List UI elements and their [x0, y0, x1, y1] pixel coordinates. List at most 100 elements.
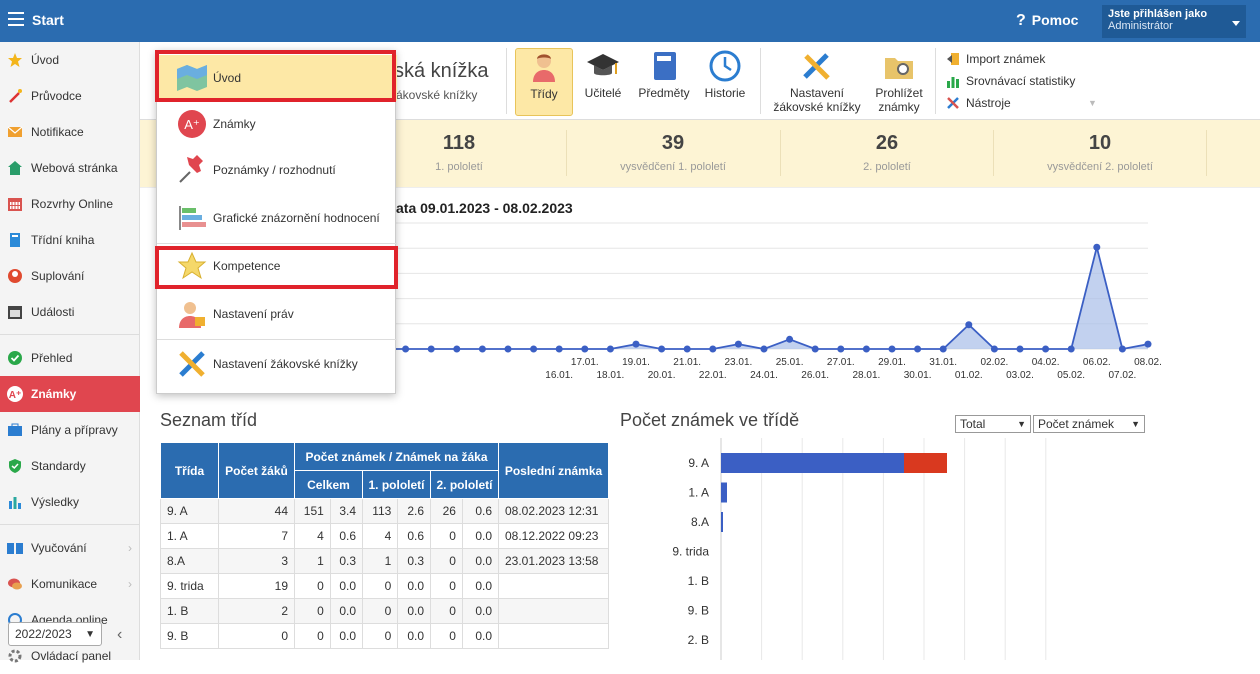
data-point[interactable] [530, 345, 538, 353]
sidebar-item-plany[interactable]: Plány a přípravy [0, 412, 140, 448]
data-point[interactable] [862, 345, 870, 353]
stat-4: 10 vysvědčení 2. pololetí [995, 132, 1205, 173]
data-point[interactable] [939, 345, 947, 353]
data-point[interactable] [1118, 345, 1126, 353]
sidebar-item-label: Ovládací panel [31, 649, 112, 663]
data-point[interactable] [632, 340, 640, 348]
table-row[interactable]: 1. A 7 4 0.6 4 0.6 0 0.0 08.12.2022 09:23 [160, 523, 609, 549]
sidebar-item-pruvodce[interactable]: Průvodce [0, 78, 140, 114]
data-point[interactable] [658, 345, 666, 353]
data-point[interactable] [453, 345, 461, 353]
data-point[interactable] [990, 345, 998, 353]
data-point[interactable] [786, 335, 794, 343]
settings-button[interactable]: Nastavení žákovské knížky [770, 48, 864, 116]
data-point[interactable] [581, 345, 589, 353]
menu-icon[interactable] [8, 12, 24, 26]
table-cell: 08.02.2023 12:31 [498, 498, 609, 524]
x-tick-label: 06.02. [1083, 357, 1111, 368]
table-cell: 0.0 [397, 573, 431, 599]
col-header-total[interactable]: Celkem [294, 470, 363, 499]
teachers-button[interactable]: Učitelé [580, 48, 626, 116]
data-point[interactable] [709, 345, 717, 353]
table-cell: 19 [218, 573, 295, 599]
menu-item-znamky[interactable]: A⁺ Známky [157, 101, 397, 147]
chevron-down-icon: ▼ [85, 629, 95, 640]
bar[interactable] [721, 453, 904, 473]
sidebar-item-suplovani[interactable]: Suplování [0, 258, 140, 294]
sidebar-item-znamky[interactable]: A⁺ Známky [0, 376, 140, 412]
data-point[interactable] [965, 321, 973, 329]
table-row[interactable]: 1. B 2 0 0.0 0 0.0 0 0.0 [160, 598, 609, 624]
table-cell: 0 [430, 548, 463, 574]
sidebar-item-webova-stranka[interactable]: Webová stránka [0, 150, 140, 186]
data-point[interactable] [1093, 243, 1101, 251]
data-point[interactable] [478, 345, 486, 353]
data-point[interactable] [734, 340, 742, 348]
menu-item-kompetence[interactable]: Kompetence [157, 243, 397, 289]
col-header-students[interactable]: Počet žáků [218, 442, 295, 499]
menu-item-uvod[interactable]: Úvod [157, 55, 397, 101]
sidebar-item-label: Známky [31, 387, 77, 401]
bar[interactable] [721, 512, 723, 532]
menu-item-nastaveni-knizky[interactable]: Nastavení žákovské knížky [157, 341, 397, 387]
user-menu[interactable]: Jste přihlášen jako Administrátor [1102, 5, 1246, 38]
help-button[interactable]: ? Pomoc [1016, 12, 1078, 30]
classes-button[interactable]: Třídy [515, 48, 573, 116]
data-point[interactable] [683, 345, 691, 353]
menu-item-poznamky[interactable]: Poznámky / rozhodnutí [157, 147, 397, 193]
data-point[interactable] [837, 345, 845, 353]
col-header-term2[interactable]: 2. pololetí [430, 470, 499, 499]
sidebar-item-prehled[interactable]: Přehled [0, 340, 140, 376]
chevron-down-icon[interactable]: ▼ [1088, 98, 1097, 108]
table-cell: 4 [361, 523, 399, 549]
data-point[interactable] [914, 345, 922, 353]
data-point[interactable] [1144, 340, 1152, 348]
data-point[interactable] [760, 345, 768, 353]
sidebar-item-label: Průvodce [31, 89, 82, 103]
sidebar-item-vyucovani[interactable]: Vyučování › [0, 530, 140, 566]
app-title[interactable]: Start [32, 12, 64, 28]
collapse-sidebar-icon[interactable]: ‹ [117, 626, 123, 643]
data-point[interactable] [555, 345, 563, 353]
col-header-last-grade[interactable]: Poslední známka [498, 442, 609, 499]
sidebar-item-standardy[interactable]: Standardy [0, 448, 140, 484]
table-row[interactable]: 9. A 44 151 3.4 113 2.6 26 0.6 08.02.2023 12:31 [160, 498, 609, 524]
sidebar-item-rozvrhy[interactable]: Rozvrhy Online [0, 186, 140, 222]
metric-select[interactable]: Počet známek ▼ [1033, 415, 1145, 433]
table-row[interactable]: 8.A 3 1 0.3 1 0.3 0 0.0 23.01.2023 13:58 [160, 548, 609, 574]
sidebar-item-notifikace[interactable]: Notifikace [0, 114, 140, 150]
data-point[interactable] [427, 345, 435, 353]
data-point[interactable] [504, 345, 512, 353]
sidebar-item-komunikace[interactable]: Komunikace › [0, 566, 140, 602]
school-year-select[interactable]: 2022/2023 ▼ [8, 622, 102, 646]
comparative-stats-link[interactable]: Srovnávací statistiky [946, 74, 1075, 88]
tools-link[interactable]: Nástroje [946, 96, 1011, 110]
data-point[interactable] [606, 345, 614, 353]
data-point[interactable] [1016, 345, 1024, 353]
browse-grades-button[interactable]: Prohlížet známky [870, 48, 928, 116]
table-row[interactable]: 9. trida 19 0 0.0 0 0.0 0 0.0 [160, 573, 609, 599]
total-select[interactable]: Total ▼ [955, 415, 1031, 433]
data-point[interactable] [1067, 345, 1075, 353]
sidebar-item-udalosti[interactable]: Události [0, 294, 140, 330]
data-point[interactable] [1042, 345, 1050, 353]
col-header-class[interactable]: Třída [160, 442, 219, 499]
data-point[interactable] [888, 345, 896, 353]
sidebar-item-tridni-kniha[interactable]: Třídní kniha [0, 222, 140, 258]
col-header-term1[interactable]: 1. pololetí [362, 470, 431, 499]
sidebar-item-uvod[interactable]: Úvod [0, 42, 140, 78]
sidebar-item-vysledky[interactable]: Výsledky [0, 484, 140, 520]
menu-item-nastaveni-prav[interactable]: Nastavení práv [157, 291, 397, 337]
table-cell: 0 [294, 623, 331, 649]
subjects-button[interactable]: Předměty [634, 48, 694, 116]
data-point[interactable] [811, 345, 819, 353]
import-grades-link[interactable]: Import známek [946, 52, 1045, 66]
menu-item-graficke[interactable]: Grafické znázornění hodnocení [157, 195, 397, 241]
bar[interactable] [904, 453, 947, 473]
bar[interactable] [721, 482, 727, 503]
history-button[interactable]: Historie [700, 48, 750, 116]
x-tick-label: 02.02. [980, 357, 1008, 368]
data-point[interactable] [402, 345, 410, 353]
table-row[interactable]: 9. B 0 0 0.0 0 0.0 0 0.0 [160, 623, 609, 649]
x-tick-label: 22.01. [699, 370, 727, 381]
